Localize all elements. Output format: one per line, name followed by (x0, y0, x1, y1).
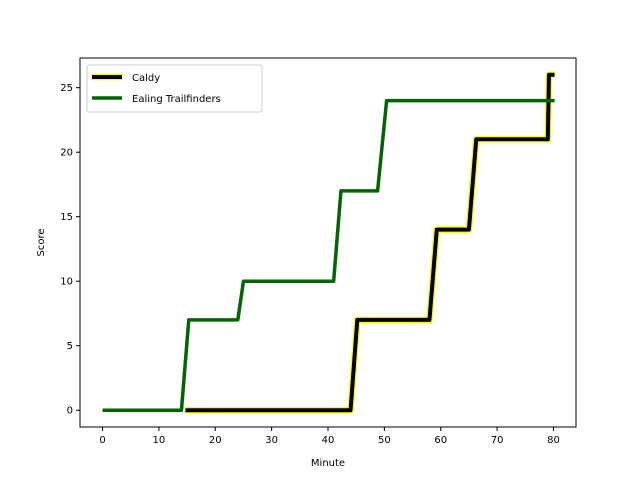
y-tick-label: 5 (67, 341, 73, 352)
y-tick-label: 20 (60, 148, 73, 159)
legend-label-ealing-trailfinders: Ealing Trailfinders (132, 94, 221, 105)
x-tick-label: 20 (209, 435, 222, 446)
x-tick-label: 40 (322, 435, 335, 446)
series-line-ealing-trailfinders (102, 98, 555, 412)
legend-label-caldy: Caldy (132, 73, 160, 84)
y-axis-ticks: 0 5 10 15 20 25 (60, 83, 80, 417)
y-tick-label: 25 (60, 83, 73, 94)
x-tick-label: 50 (378, 435, 391, 446)
plot-frame (79, 57, 577, 428)
x-tick-label: 70 (491, 435, 504, 446)
series-line-caldy (185, 72, 555, 413)
x-tick-label: 0 (99, 435, 105, 446)
x-tick-label: 60 (434, 435, 447, 446)
legend-box (86, 64, 263, 113)
x-tick-label: 80 (547, 435, 560, 446)
x-tick-label: 10 (153, 435, 166, 446)
y-tick-label: 15 (60, 212, 73, 223)
x-axis-label: Minute (311, 458, 345, 469)
x-tick-label: 30 (265, 435, 278, 446)
legend: Caldy Ealing Trailfinders (86, 64, 263, 113)
y-axis-label: Score (36, 228, 47, 256)
y-tick-label: 10 (60, 277, 73, 288)
y-tick-label: 0 (67, 406, 73, 417)
series-layer (102, 71, 555, 414)
x-axis-ticks: 0 10 20 30 40 50 60 70 80 (99, 427, 560, 446)
series-line-caldy-outline (185, 71, 555, 414)
